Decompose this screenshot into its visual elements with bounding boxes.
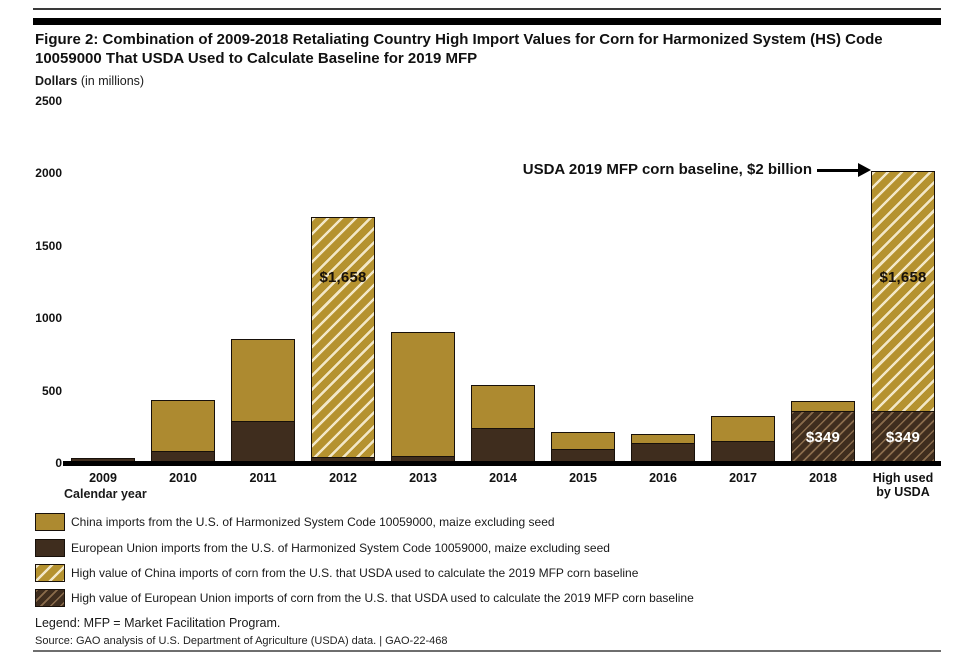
bar-segment-china-2011 [231, 339, 295, 423]
bar-segment-china-2017 [711, 416, 775, 442]
bar-segment-eu-High used by USDA [871, 411, 935, 462]
bar-value-label: $1,658 [879, 269, 927, 286]
bar-segment-china-2015 [551, 432, 615, 450]
legend-swatch-eu-hatched [35, 589, 65, 607]
annotation-arrow-line [817, 169, 859, 172]
bar-value-label: $1,658 [319, 269, 367, 286]
annotation-arrow-head [858, 163, 871, 177]
y-axis-unit-label: Dollars (in millions) [35, 74, 144, 88]
bar-segment-eu-2011 [231, 421, 295, 462]
top-thick-rule [33, 18, 941, 25]
y-tick-label: 500 [41, 383, 62, 398]
legend-label: High value of European Union imports of … [71, 591, 694, 605]
legend-swatch-eu-solid [35, 539, 65, 557]
bottom-rule [33, 650, 941, 652]
y-tick-label: 1000 [35, 311, 62, 326]
bar-segment-china-2018 [791, 401, 855, 413]
y-tick-label: 2500 [35, 94, 62, 108]
y-axis-unit-normal: (in millions) [77, 74, 145, 88]
y-axis-unit-bold: Dollars [35, 74, 78, 88]
x-tick-label: 2015 [569, 471, 597, 485]
x-tick-label: 2014 [489, 471, 517, 485]
bar-segment-china-High used by USDA [871, 171, 935, 413]
y-tick-label: 1500 [35, 238, 62, 253]
baseline-annotation: USDA 2019 MFP corn baseline, $2 billion [522, 161, 812, 178]
x-tick-label: 2011 [249, 471, 277, 485]
x-tick-label: 2009 [89, 471, 117, 485]
legend-note: Legend: MFP = Market Facilitation Progra… [35, 616, 281, 630]
bar-segment-eu-2014 [471, 427, 535, 462]
bar-segment-china-2012 [311, 217, 375, 459]
x-tick-label: 2012 [329, 471, 357, 485]
legend-label: China imports from the U.S. of Harmonize… [71, 515, 555, 529]
x-tick-label: 2013 [409, 471, 437, 485]
bar-segment-eu-2016 [631, 443, 695, 462]
x-tick-label: 2017 [729, 471, 757, 485]
bar-value-label: $349 [885, 429, 921, 446]
x-axis-line [63, 461, 941, 466]
source-note: Source: GAO analysis of U.S. Department … [35, 635, 448, 647]
legend-label: European Union imports from the U.S. of … [71, 541, 610, 555]
x-tick-label: High used by USDA [872, 471, 934, 499]
x-tick-label: 2010 [169, 471, 197, 485]
bar-segment-eu-2018 [791, 411, 855, 462]
bar-segment-eu-2017 [711, 441, 775, 462]
legend-label: High value of China imports of corn from… [71, 566, 639, 580]
legend-swatch-china-hatched [35, 564, 65, 582]
bar-segment-china-2014 [471, 385, 535, 429]
top-thin-rule [33, 8, 941, 10]
legend-swatch-china-solid [35, 513, 65, 531]
figure-title: Figure 2: Combination of 2009-2018 Retal… [35, 31, 883, 67]
x-tick-label: 2016 [649, 471, 677, 485]
bar-segment-china-2013 [391, 332, 455, 458]
bar-segment-china-2010 [151, 400, 215, 452]
x-tick-label: 2018 [809, 471, 837, 485]
x-axis-title: Calendar year [64, 487, 147, 501]
bar-segment-china-2016 [631, 434, 695, 445]
y-tick-label: 2000 [35, 166, 62, 181]
bar-value-label: $349 [805, 429, 841, 446]
y-tick-label: 0 [55, 456, 62, 470]
